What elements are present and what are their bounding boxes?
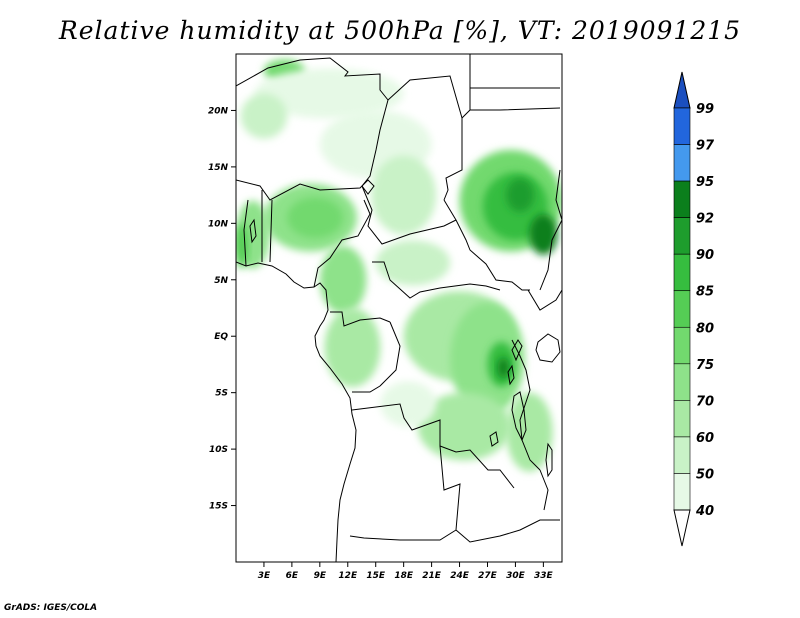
border-chad-car: [361, 185, 457, 245]
lon-tick-label: 6E: [286, 571, 299, 581]
lon-tick-label: 9E: [314, 571, 327, 581]
border-mali-algeria: [236, 57, 389, 101]
lon-tick-label: 3E: [258, 571, 271, 581]
border-congo-drc: [352, 321, 401, 393]
border-ethiopia: [539, 169, 562, 291]
latitude-ticks: 20N 15N 10N 5N EQ 5S 10S 15S: [208, 106, 236, 512]
border-nigeria-cameroon: [313, 199, 371, 288]
border-chad-sudan: [443, 199, 530, 291]
map-title: Relative humidity at 500hPa [%], VT: 201…: [58, 16, 742, 45]
border-ghana: [243, 199, 249, 267]
border-uganda-kenya: [527, 289, 562, 311]
border-niger-libya: [361, 99, 389, 187]
border-niger-nigeria: [236, 179, 363, 201]
lake-victoria: [535, 333, 561, 363]
lake-albert: [511, 339, 523, 362]
humidity-region-car: [375, 240, 451, 286]
humidity-region-chad: [371, 155, 437, 235]
humidity-region-sudan-southeast: [529, 214, 558, 255]
border-east-lakes: [511, 339, 541, 471]
lat-tick-label: 10S: [209, 445, 228, 455]
humidity-region-drc-south: [417, 392, 511, 461]
border-angola-zambia: [349, 445, 461, 541]
lake-malawi: [545, 442, 553, 478]
border-car-sudan: [372, 261, 501, 299]
border-cameroon-congo: [330, 311, 391, 327]
humidity-region-drc-southwest: [380, 381, 437, 427]
border-libya-chad: [387, 75, 463, 119]
humidity-region-nigeria-core: [287, 197, 344, 239]
border-egypt-sudan: [470, 107, 561, 111]
lon-tick-label: 30E: [506, 571, 526, 581]
humidity-region-tanzania: [506, 392, 553, 472]
lon-tick-label: 12E: [338, 571, 358, 581]
humidity-region-congo-east: [450, 302, 525, 416]
lake-volta: [249, 218, 257, 244]
lake-kivu: [507, 364, 515, 386]
humidity-region-gabon-congo: [324, 308, 381, 388]
lat-tick-label: 20N: [208, 106, 229, 116]
lat-tick-label: 10N: [208, 219, 229, 229]
coastline-west-africa: [236, 261, 357, 562]
humidity-region-mali-niger: [240, 93, 288, 139]
lon-tick-label: 33E: [534, 571, 554, 581]
lake-mweru: [489, 431, 499, 447]
grads-credit: GrADS: IGES/COLA: [4, 603, 98, 613]
longitude-ticks: 3E 6E 9E 12E 15E 18E 21E 24E 27E 30E 33E: [258, 562, 554, 581]
humidity-region-sudan-peak: [506, 178, 535, 213]
lat-tick-label: 5N: [214, 276, 228, 286]
lon-tick-label: 24E: [450, 571, 470, 581]
lat-tick-label: 15S: [209, 502, 228, 512]
country-borders: [236, 54, 562, 562]
lake-chad: [361, 179, 375, 195]
lon-tick-label: 18E: [394, 571, 414, 581]
border-benin-togo: [261, 190, 273, 263]
border-tanzania-south: [539, 469, 549, 511]
lat-tick-label: EQ: [214, 332, 228, 342]
lake-tanganyika: [511, 391, 527, 442]
lon-tick-label: 15E: [366, 571, 386, 581]
lat-tick-label: 5S: [215, 389, 228, 399]
border-zambia-south: [455, 519, 560, 543]
humidity-region-cameroon: [319, 245, 367, 314]
humidity-region-sahara-north-band: [254, 68, 404, 119]
lon-tick-label: 27E: [478, 571, 498, 581]
lon-tick-label: 21E: [422, 571, 442, 581]
humidity-shading: [236, 59, 562, 472]
lakes: [249, 179, 561, 478]
lat-tick-label: 15N: [208, 163, 229, 173]
humidity-region-great-lakes-peak: [497, 357, 509, 378]
map-frame: [235, 53, 563, 563]
